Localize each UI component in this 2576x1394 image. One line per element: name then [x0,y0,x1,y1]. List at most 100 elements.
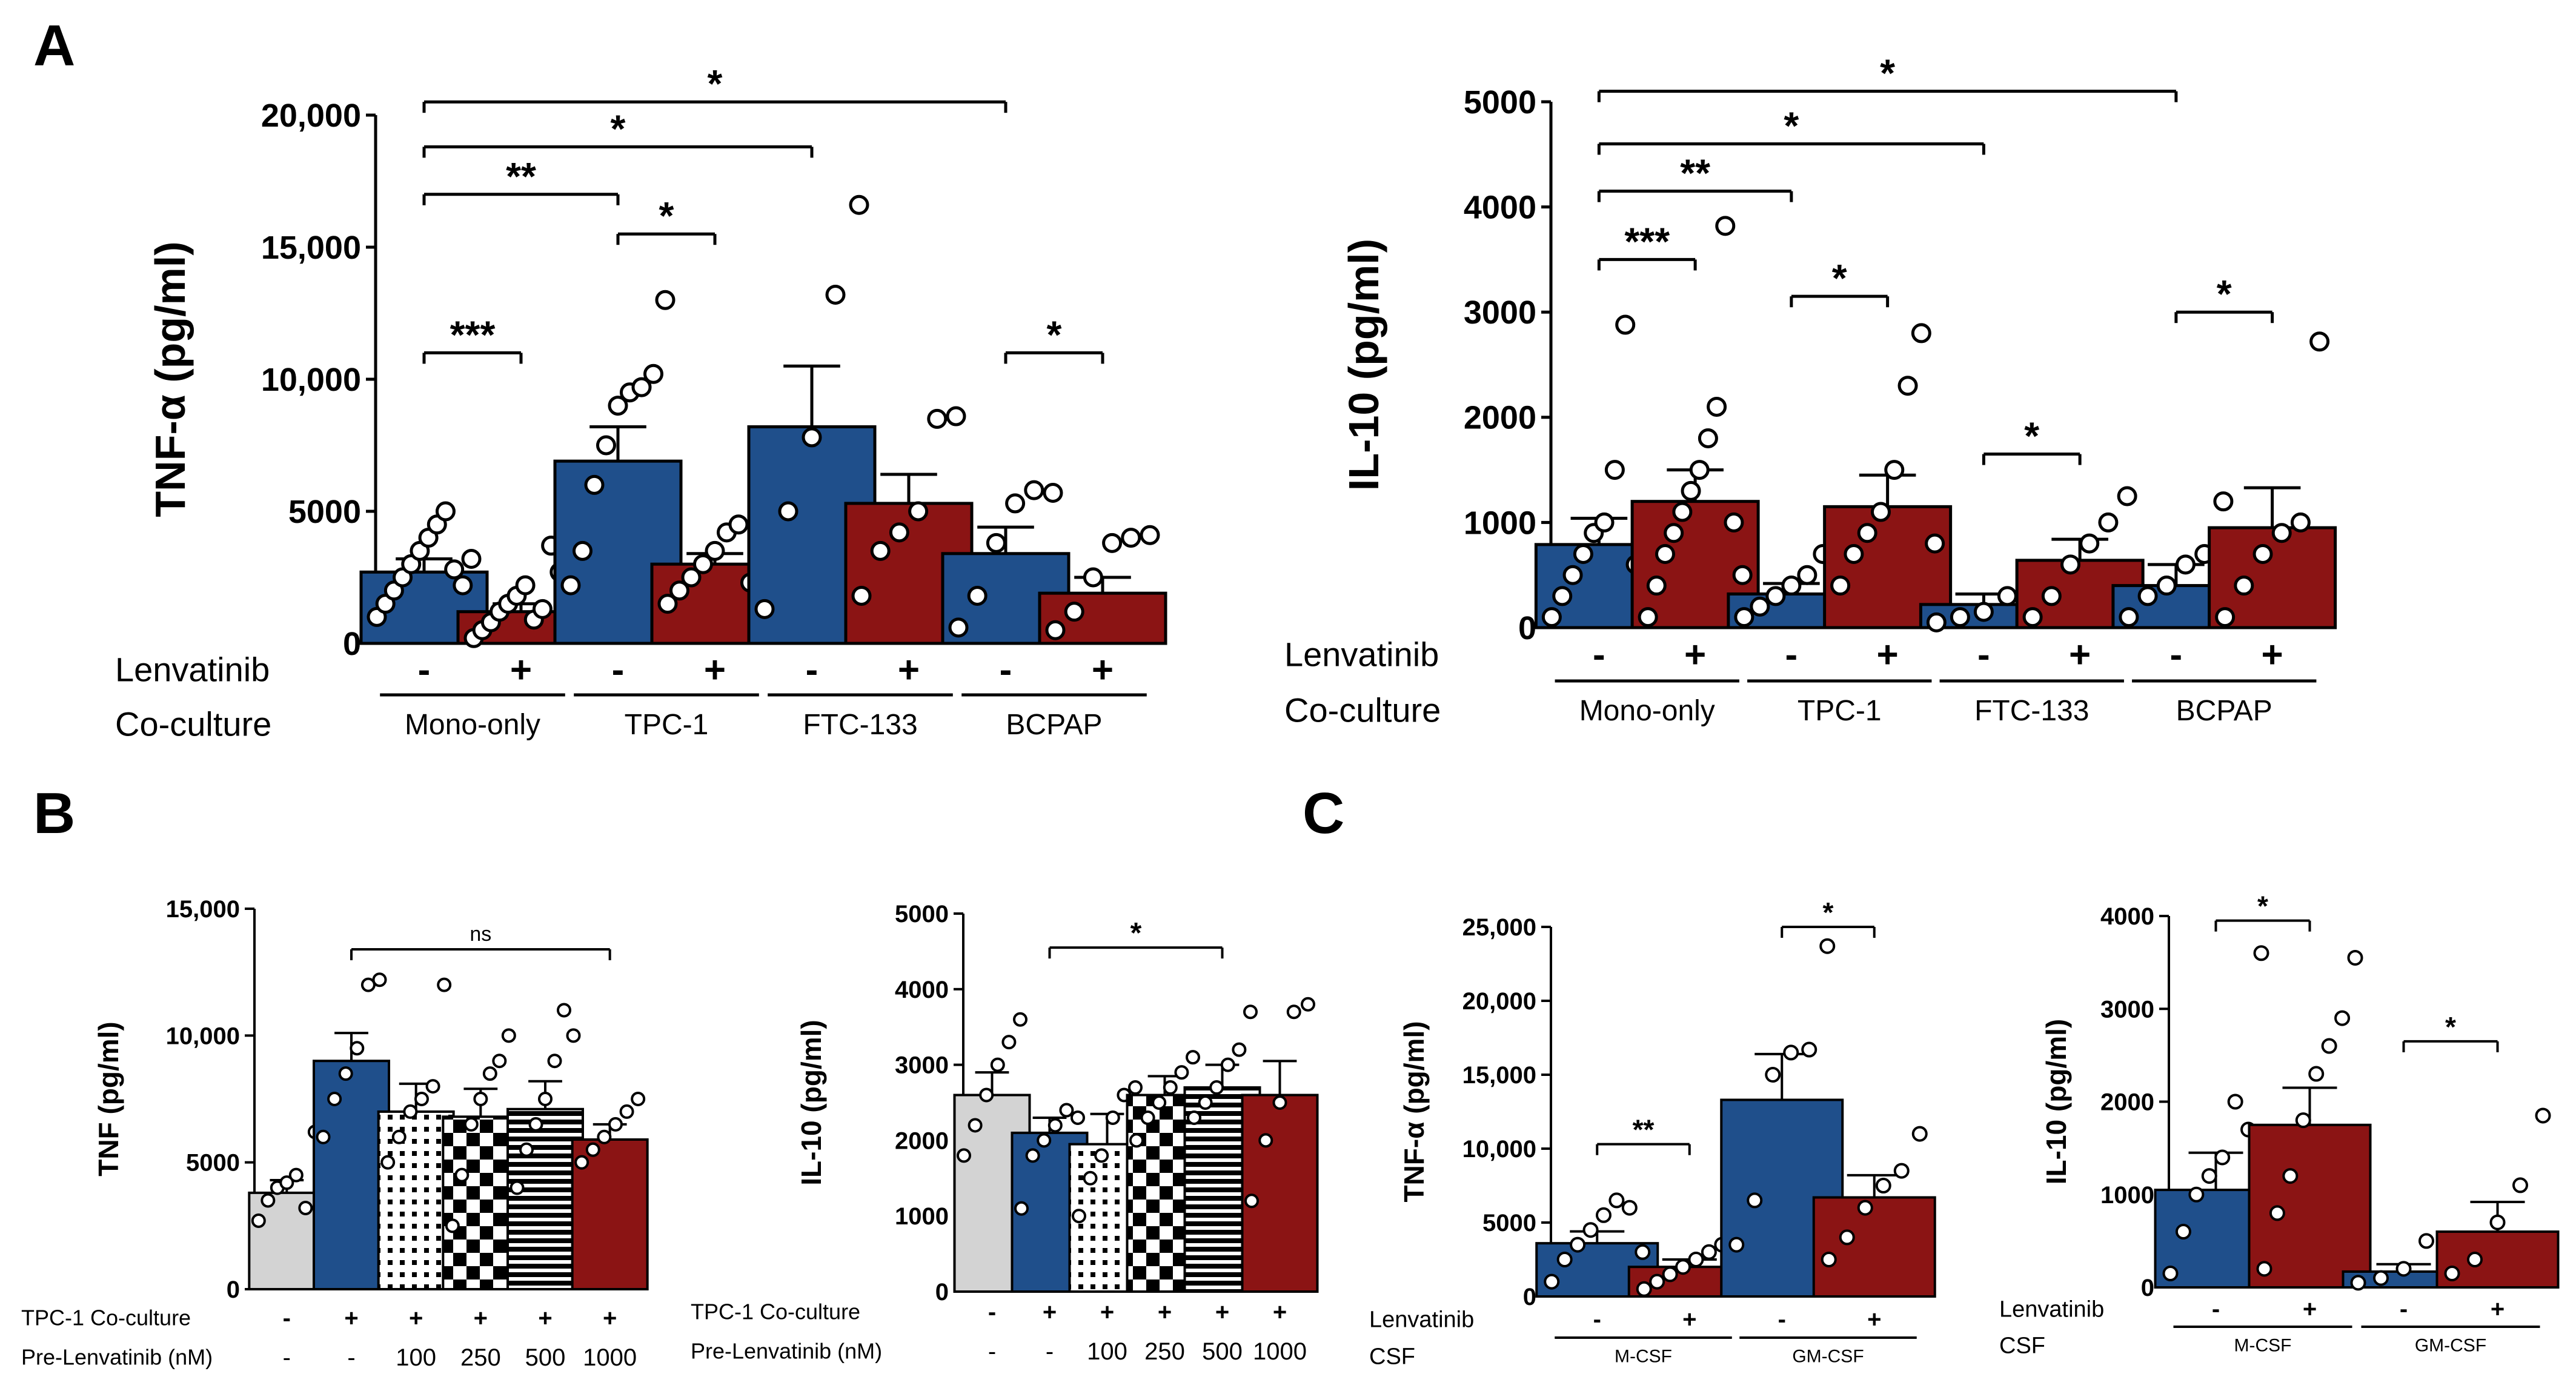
data-point [2308,1066,2325,1082]
data-point [1105,1110,1120,1125]
y-tick-label: 4000 [895,977,949,1003]
data-point [2418,1233,2434,1249]
data-point [338,1066,353,1081]
data-point [261,1193,276,1208]
x-sign-label: + [1867,1306,1881,1333]
data-point [2295,1112,2311,1129]
y-tick-label: 1000 [2100,1182,2154,1209]
x-sign-label: - [418,649,431,691]
y-axis-label: TNF-α (pg/ml) [1398,1021,1430,1202]
data-point [560,575,581,596]
data-point [437,977,452,992]
x-row2-title: CSF [1369,1344,1415,1369]
data-point [473,1092,488,1106]
sig-label: * [708,62,723,105]
data-point [1059,1103,1074,1118]
data-point [2489,1214,2506,1230]
data-point [1562,565,1583,585]
data-point [946,406,966,426]
data-point [1094,1148,1109,1163]
sig-label: * [2445,1011,2456,1043]
data-point [444,559,465,580]
x-row2-label: 1000 [1253,1338,1307,1365]
x-sign-label: + [1682,1306,1696,1333]
chart-c2: 0 1000 2000 3000 4000 IL-10 (pg/ml) - + - + M-CSF G… [1999,891,2560,1358]
data-point [1594,512,1615,533]
y-tick-label: 1000 [895,1203,949,1230]
data-point [2253,945,2269,961]
data-point [1750,596,1770,617]
x-sign-label: + [1877,634,1899,676]
x-row2-title: Co-culture [1284,691,1441,729]
x-sign-label: + [1100,1299,1114,1326]
data-point [1715,216,1736,236]
sig-label: * [1823,897,1834,928]
data-point [1732,565,1753,585]
y-tick-label: 0 [227,1276,240,1303]
y-tick-label: 15,000 [166,896,240,923]
data-point [380,1155,396,1170]
data-point [425,1079,440,1094]
data-point [454,1167,470,1183]
x-sign-label: + [1092,649,1114,691]
x-sign-label: + [1684,634,1706,676]
data-point [547,1054,562,1069]
data-point [2227,1094,2243,1110]
data-point [515,575,536,596]
data-point [728,514,749,535]
data-point [288,1167,304,1183]
x-sign-label: - [612,649,625,691]
sig-label: * [2217,272,2232,316]
y-tick-label: 10,000 [166,1023,240,1049]
data-point [1043,482,1063,503]
data-point [298,1201,313,1216]
x-sign-label: + [510,649,532,691]
data-point [1662,1266,1678,1283]
group-label: FTC-133 [1974,695,2089,727]
data-point [1765,1067,1781,1083]
x-sign-label: + [603,1305,617,1332]
x-sign-label: + [1043,1299,1057,1326]
data-point [1595,1207,1612,1223]
data-point [693,554,713,574]
x-row1-title: Lenvatinib [1284,636,1439,674]
sig-label: ** [1680,151,1710,195]
y-tick-label: 15,000 [261,230,361,266]
x-row2-label: - [347,1344,355,1371]
data-point [2395,1261,2412,1277]
data-point [1870,502,1891,522]
y-tick-label: 2000 [2100,1089,2154,1116]
data-point [1005,493,1026,514]
data-point [990,1057,1005,1072]
y-tick-label: 4000 [1464,190,1536,226]
data-point [1083,1170,1098,1186]
data-point [1681,480,1701,501]
data-point [849,194,869,215]
panel-label-b: B [33,781,75,846]
x-sign-label: - [1785,634,1798,676]
y-tick-label: 0 [1518,610,1536,646]
y-tick-label: 0 [2141,1275,2154,1301]
data-point [968,1118,983,1133]
data-point [1911,323,1931,344]
y-tick-label: 1000 [1464,505,1536,541]
y-axis-label: IL-10 (pg/ml) [1340,239,1387,491]
x-row2-title: Co-culture [115,705,271,743]
data-point [573,540,593,561]
data-point [584,474,605,495]
data-point [360,977,376,992]
y-tick-label: 3000 [1464,294,1536,331]
data-point [1973,602,1994,622]
sig-label: ns [470,923,491,946]
data-point [2175,554,2196,575]
data-point [1272,1095,1287,1110]
data-point [1689,460,1710,480]
data-point [1635,1244,1651,1260]
data-point [1064,602,1084,622]
data-point [957,1148,971,1163]
data-point [2175,1224,2191,1240]
data-point [2156,576,2177,596]
data-point [889,522,909,543]
chart-b2: 0 1000 2000 3000 4000 5000 IL-10 (pg/ml) - - + - +1… [691,901,1319,1365]
data-point [435,501,456,522]
